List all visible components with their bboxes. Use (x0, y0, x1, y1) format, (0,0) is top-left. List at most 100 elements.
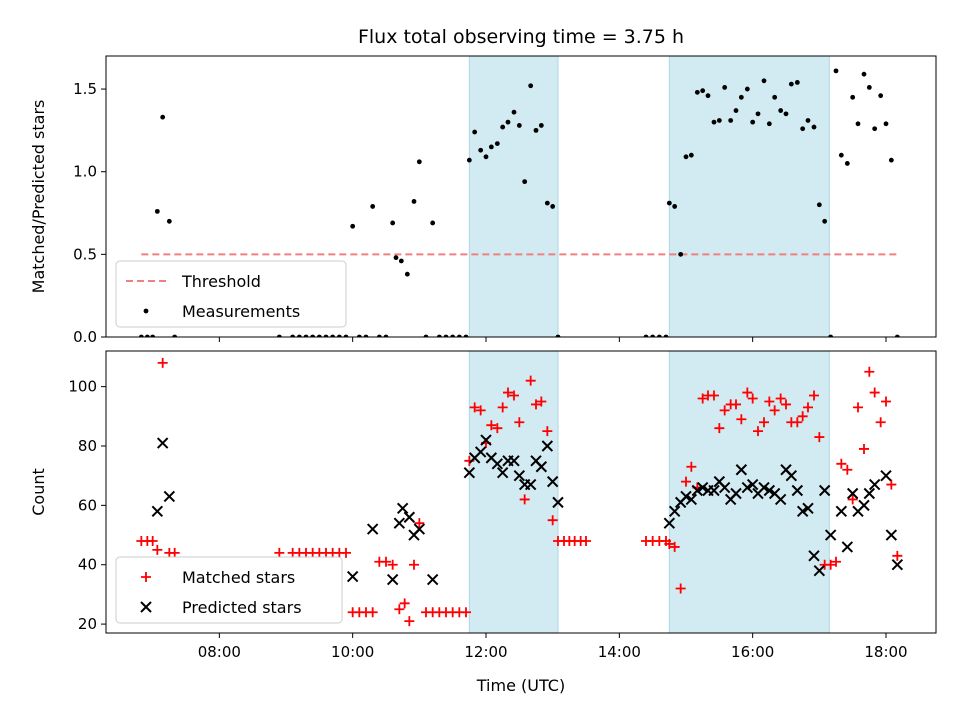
data-point (404, 271, 410, 277)
data-point (509, 390, 519, 401)
data-point (542, 426, 553, 437)
data-point (544, 200, 550, 206)
data-point (387, 559, 398, 570)
data-point (763, 484, 776, 497)
data-point (514, 417, 525, 428)
legend-label: Threshold (181, 272, 261, 291)
data-point (398, 258, 404, 264)
data-point (678, 251, 684, 257)
data-point (675, 583, 686, 594)
x-tick-label: 18:00 (864, 643, 907, 661)
legend-marker (143, 308, 149, 314)
data-point (669, 541, 680, 552)
data-point (853, 402, 863, 413)
data-point (528, 83, 534, 89)
panel-counts: 20 40 60 80 100 08:00 10:00 12:00 14:00 16:00 18:0… (29, 350, 937, 661)
data-point (685, 493, 698, 506)
data-point (859, 443, 869, 454)
data-point (691, 484, 704, 497)
data-point (423, 334, 429, 337)
data-point (496, 466, 509, 479)
data-point (888, 157, 894, 163)
data-point (538, 123, 544, 128)
data-point (846, 487, 859, 500)
data-point (163, 490, 176, 503)
legend: Threshold Measurements (115, 260, 347, 328)
data-point (728, 118, 734, 123)
data-point (394, 604, 405, 615)
data-point (497, 402, 508, 413)
data-point (788, 81, 794, 87)
data-point (850, 94, 856, 100)
data-point (803, 402, 813, 413)
data-point (705, 93, 711, 99)
data-point (524, 478, 537, 491)
data-point (393, 517, 406, 529)
data-point (138, 334, 144, 337)
data-point (680, 490, 692, 503)
data-point (742, 387, 753, 398)
data-point (350, 223, 356, 229)
data-point (855, 121, 861, 127)
data-point (475, 405, 486, 416)
data-point (663, 517, 676, 529)
data-point (547, 515, 558, 526)
data-point (346, 570, 359, 583)
data-point (367, 607, 378, 618)
data-point (831, 556, 841, 567)
data-point (714, 423, 725, 434)
data-point (511, 109, 517, 115)
data-point (880, 469, 892, 482)
data-point (469, 402, 480, 413)
data-point (525, 375, 536, 386)
data-point (663, 334, 669, 337)
data-point (450, 334, 456, 337)
data-point (555, 334, 561, 337)
x-tick-label: 14:00 (598, 643, 641, 661)
data-point (541, 440, 554, 452)
x-tick-label: 10:00 (331, 643, 374, 661)
observing-window-1 (468, 55, 559, 338)
data-point (809, 390, 819, 401)
data-point (869, 387, 880, 398)
data-point (396, 502, 409, 515)
data-point (492, 423, 503, 434)
data-point (836, 458, 847, 469)
data-point (700, 88, 706, 94)
data-point (516, 123, 522, 128)
data-point (341, 547, 351, 558)
data-point (466, 157, 472, 163)
data-point (864, 366, 875, 377)
data-point (488, 144, 494, 150)
data-point (399, 598, 410, 609)
data-point (381, 556, 391, 567)
data-point (330, 334, 336, 337)
data-point (766, 121, 772, 127)
data-point (711, 119, 717, 125)
data-point (483, 154, 489, 160)
data-point (323, 334, 329, 337)
data-point (772, 94, 778, 100)
data-point (736, 414, 747, 425)
data-point (172, 334, 178, 337)
legend-label: Measurements (182, 302, 300, 321)
y-tick-label: 80 (78, 437, 97, 455)
data-point (797, 411, 808, 422)
data-point (791, 484, 804, 497)
data-point (356, 334, 362, 337)
data-point (730, 487, 742, 500)
y-tick-label: 1.5 (73, 80, 97, 98)
data-point (811, 124, 817, 130)
data-point (550, 204, 556, 209)
data-point (686, 461, 697, 472)
data-point (533, 127, 539, 133)
data-point (169, 547, 180, 558)
data-point (708, 484, 720, 497)
data-point (886, 479, 897, 490)
data-point (878, 93, 884, 99)
data-point (144, 334, 150, 337)
data-point (546, 475, 559, 488)
data-point (508, 455, 520, 467)
data-point (861, 71, 867, 77)
data-point (486, 420, 497, 431)
